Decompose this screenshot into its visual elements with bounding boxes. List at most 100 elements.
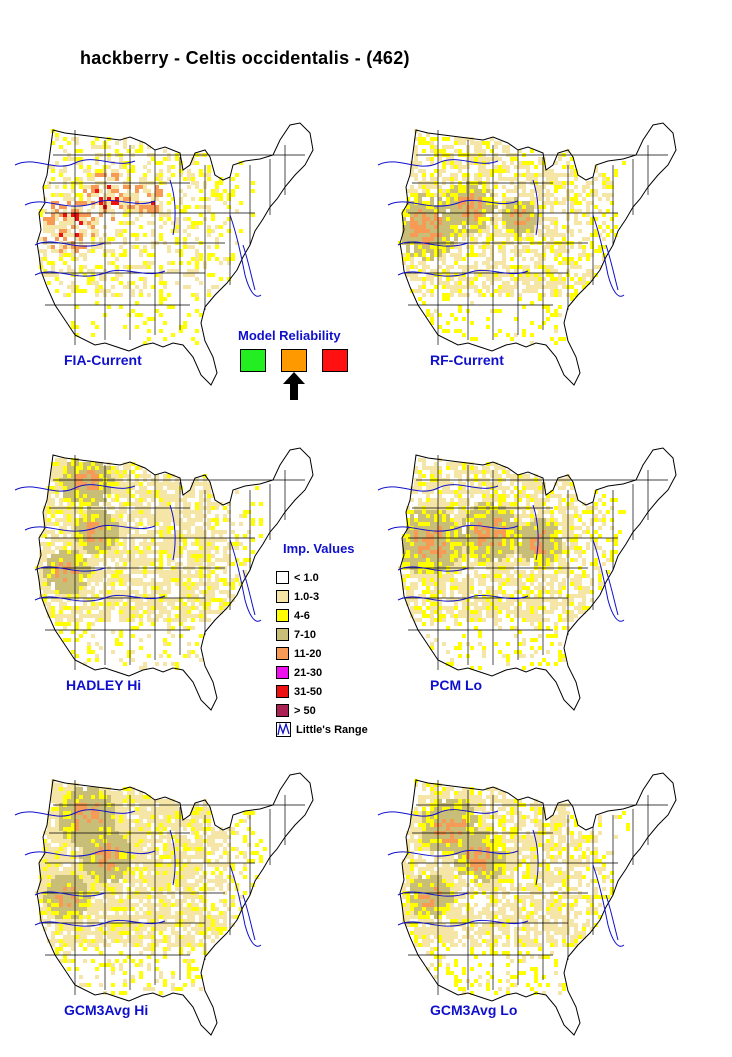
importance-cell	[454, 161, 458, 165]
importance-cell	[562, 233, 566, 237]
importance-cell	[207, 245, 211, 249]
importance-cell	[219, 602, 223, 606]
importance-cell	[187, 313, 191, 317]
importance-cell	[462, 209, 466, 213]
importance-cell	[422, 482, 426, 486]
importance-cell	[39, 213, 43, 217]
importance-cell	[75, 466, 79, 470]
map-rf-current	[368, 95, 698, 395]
importance-cell	[534, 285, 538, 289]
importance-cell	[534, 554, 538, 558]
importance-cell	[506, 578, 510, 582]
importance-cell	[39, 534, 43, 538]
importance-cell	[558, 494, 562, 498]
importance-cell	[91, 281, 95, 285]
importance-cell	[446, 554, 450, 558]
importance-cell	[478, 201, 482, 205]
importance-cell	[430, 610, 434, 614]
importance-cell	[518, 522, 522, 526]
importance-cell	[610, 550, 614, 554]
importance-cell	[414, 265, 418, 269]
importance-cell	[199, 502, 203, 506]
importance-cell	[430, 157, 434, 161]
importance-cell	[231, 578, 235, 582]
importance-cell	[227, 193, 231, 197]
importance-cell	[115, 173, 119, 177]
importance-cell	[526, 546, 530, 550]
importance-cell	[422, 217, 426, 221]
importance-cell	[418, 193, 422, 197]
importance-cell	[79, 530, 83, 534]
importance-cell	[143, 586, 147, 590]
importance-cell	[139, 646, 143, 650]
importance-cell	[602, 213, 606, 217]
importance-cell	[231, 542, 235, 546]
importance-cell	[546, 233, 550, 237]
importance-cell	[211, 582, 215, 586]
importance-cell	[59, 582, 63, 586]
importance-cell	[430, 173, 434, 177]
importance-cell	[95, 285, 99, 289]
importance-cell	[518, 570, 522, 574]
importance-cell	[418, 502, 422, 506]
importance-cell	[502, 606, 506, 610]
importance-cell	[99, 285, 103, 289]
importance-cell	[414, 225, 418, 229]
importance-cell	[430, 538, 434, 542]
importance-cell	[562, 586, 566, 590]
importance-cell	[71, 650, 75, 654]
importance-cell	[422, 293, 426, 297]
importance-cell	[55, 273, 59, 277]
importance-cell	[486, 598, 490, 602]
importance-cell	[486, 169, 490, 173]
importance-cell	[510, 293, 514, 297]
importance-cell	[79, 634, 83, 638]
importance-cell	[119, 550, 123, 554]
importance-cell	[139, 498, 143, 502]
importance-cell	[191, 626, 195, 630]
importance-cell	[151, 197, 155, 201]
importance-cell	[67, 494, 71, 498]
importance-cell	[550, 554, 554, 558]
importance-cell	[87, 642, 91, 646]
importance-cell	[251, 213, 255, 217]
importance-cell	[550, 205, 554, 209]
importance-cell	[219, 558, 223, 562]
importance-cell	[79, 253, 83, 257]
importance-cell	[143, 538, 147, 542]
importance-cell	[570, 502, 574, 506]
importance-cell	[594, 566, 598, 570]
importance-cell	[107, 205, 111, 209]
importance-cell	[514, 157, 518, 161]
importance-cell	[450, 225, 454, 229]
importance-cell	[47, 586, 51, 590]
importance-cell	[239, 542, 243, 546]
importance-cell	[510, 189, 514, 193]
importance-cell	[574, 534, 578, 538]
importance-cell	[127, 550, 131, 554]
importance-cell	[530, 534, 534, 538]
importance-cell	[175, 281, 179, 285]
importance-cell	[494, 474, 498, 478]
importance-cell	[87, 201, 91, 205]
importance-cell	[199, 542, 203, 546]
importance-cell	[107, 237, 111, 241]
importance-cell	[406, 534, 410, 538]
importance-cell	[458, 546, 462, 550]
importance-cell	[434, 574, 438, 578]
importance-cell	[39, 562, 43, 566]
importance-cell	[434, 502, 438, 506]
importance-cell	[538, 273, 542, 277]
importance-cell	[107, 522, 111, 526]
importance-cell	[518, 554, 522, 558]
importance-cell	[446, 558, 450, 562]
importance-cell	[438, 157, 442, 161]
importance-cell	[538, 554, 542, 558]
importance-cell	[155, 614, 159, 618]
importance-cell	[550, 514, 554, 518]
importance-cell	[115, 562, 119, 566]
importance-cell	[562, 237, 566, 241]
importance-cell	[530, 209, 534, 213]
importance-cell	[163, 514, 167, 518]
importance-cell	[43, 590, 47, 594]
